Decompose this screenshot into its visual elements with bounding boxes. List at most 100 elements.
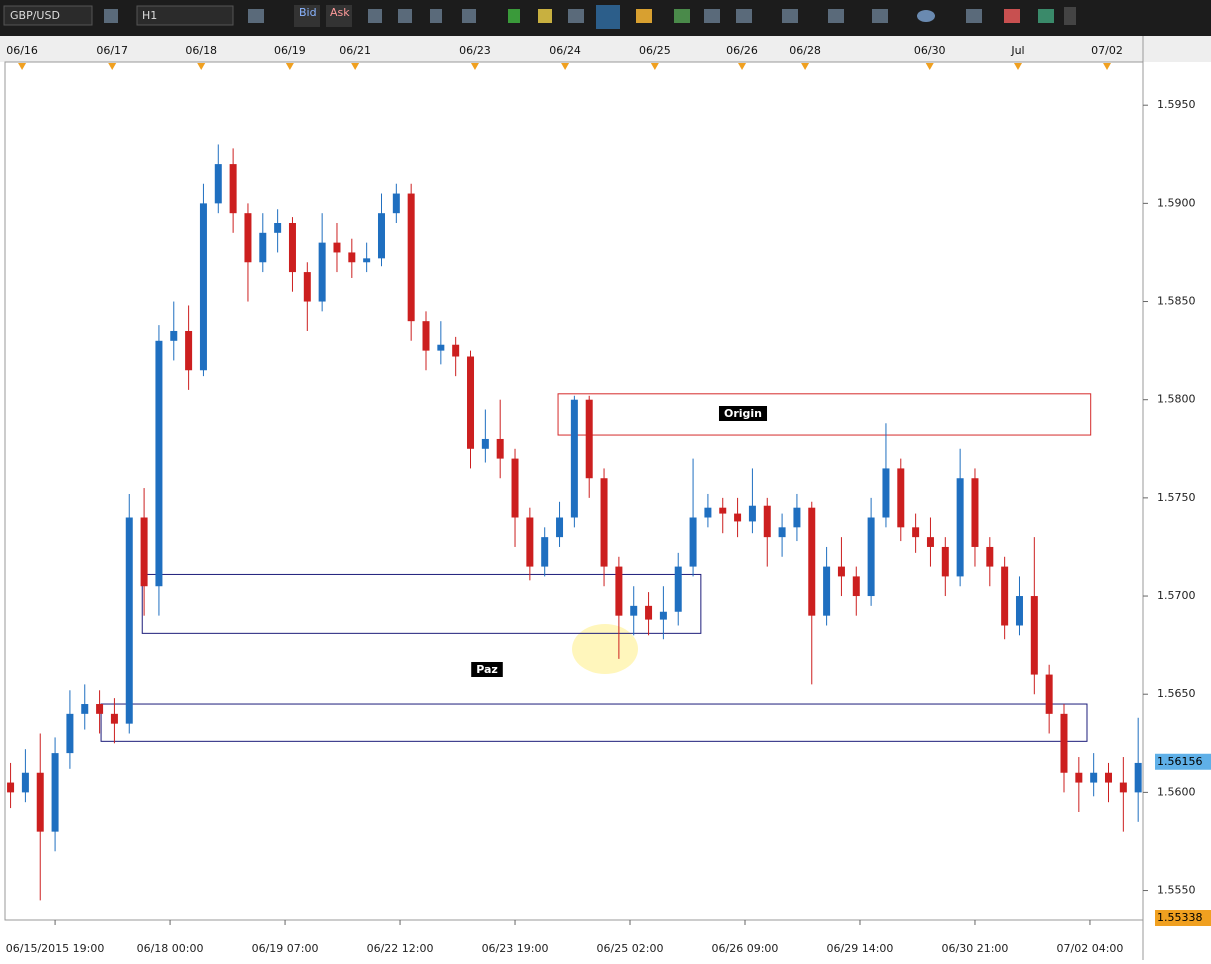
candle-body [452,344,460,357]
candle-body [615,566,623,616]
icon[interactable] [917,10,935,22]
x-tick-label: 06/25 02:00 [597,942,664,955]
icon[interactable] [462,9,476,23]
symbol: GBP/USD [10,9,60,22]
candle-body [926,537,934,547]
day-marker [197,63,206,70]
candle-body [867,517,875,597]
zone [100,703,1088,742]
timeframe: H1 [142,9,157,22]
candle-body [719,507,727,514]
icon[interactable] [568,9,584,23]
candle-body [986,546,994,567]
candle-body [199,203,207,371]
candle-body [1030,596,1038,675]
candle-body [556,517,564,538]
bid-button[interactable] [294,5,320,27]
day-label: 06/18 [185,44,217,57]
y-tick-label: 1.5550 [1157,884,1196,897]
candle-body [511,458,519,518]
highlight [572,624,638,674]
candle-body [912,527,920,538]
price-tag-bg [1155,910,1211,926]
candle-body [110,713,118,724]
icon[interactable] [636,9,652,23]
candle-body [392,193,400,214]
icon[interactable] [704,9,720,23]
timeframe-box[interactable] [136,5,234,26]
symbol-box[interactable] [3,5,93,26]
candle-body [214,164,222,204]
ask-button[interactable] [326,5,352,27]
icon[interactable] [368,9,382,23]
icon[interactable] [508,9,520,23]
x-tick-label: 06/18 00:00 [137,942,204,955]
zone [557,393,1092,436]
icon[interactable] [248,9,264,23]
candle-body [630,605,638,616]
x-tick-label: 06/15/2015 19:00 [6,942,105,955]
candle-body [437,344,445,351]
candle-body [600,478,608,567]
candle-body [837,566,845,577]
icon[interactable] [398,9,412,23]
ask[interactable]: Ask [330,6,350,19]
y-tick-label: 1.5950 [1157,98,1196,111]
candle-body [956,478,964,577]
day-marker [285,63,294,70]
candle-body [407,193,415,322]
icon[interactable] [966,9,982,23]
candle-body [363,258,371,263]
icon[interactable] [1038,9,1054,23]
candle-body [422,321,430,351]
icon[interactable] [736,9,752,23]
y-tick-label: 1.5900 [1157,196,1196,209]
icon[interactable] [430,9,442,23]
candle-body [570,399,578,518]
icon[interactable] [1004,9,1020,23]
candle-body [481,438,489,449]
candle-body [467,356,475,449]
icon[interactable] [872,9,888,23]
icon[interactable] [828,9,844,23]
day-label: 06/16 [6,44,38,57]
candle-body [1001,566,1009,626]
date-strip [0,36,1211,62]
day-label: 06/19 [274,44,306,57]
candle-body [1090,772,1098,783]
icon[interactable] [674,9,690,23]
x-tick-label: 06/22 12:00 [367,942,434,955]
bid[interactable]: Bid [299,6,317,19]
day-label: 06/30 [914,44,946,57]
day-label: 06/23 [459,44,491,57]
candle-body [377,213,385,259]
icon[interactable] [596,5,620,29]
candle-body [526,517,534,567]
icon[interactable] [538,9,552,23]
candle-body [51,753,59,832]
annotation: Origin [724,407,762,420]
candle-body [734,513,742,522]
x-tick-label: 06/23 19:00 [482,942,549,955]
candle-body [1105,772,1113,783]
candle-body [748,505,756,522]
annotation-bg [471,662,503,677]
day-marker [108,63,117,70]
candle-body [66,713,74,754]
day-marker [1013,63,1022,70]
y-tick-label: 1.5650 [1157,687,1196,700]
candle-body [823,566,831,616]
day-marker [925,63,934,70]
day-marker [1103,63,1112,70]
candle-body [1015,596,1023,626]
icon[interactable] [782,9,798,23]
candle-body [1119,782,1127,793]
candle-body [7,782,15,793]
candle-body [496,438,504,459]
x-tick-label: 06/26 09:00 [712,942,779,955]
icon[interactable] [104,9,118,23]
icon[interactable] [1064,7,1076,25]
candle-body [36,772,44,832]
